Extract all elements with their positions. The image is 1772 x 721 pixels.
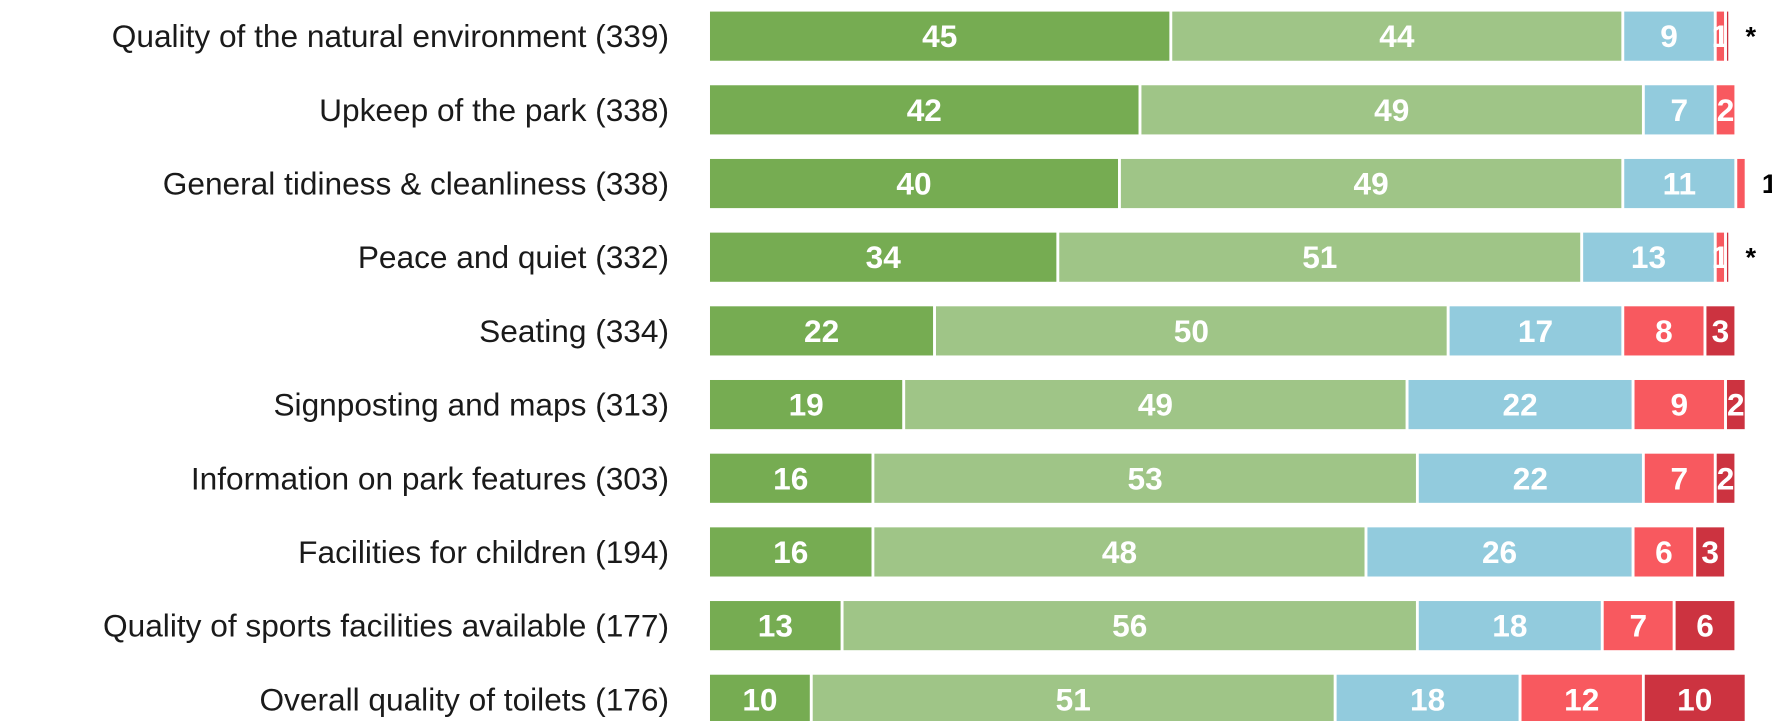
bar-segment bbox=[1703, 303, 1738, 359]
bar-segment bbox=[1138, 82, 1645, 138]
category-label: Signposting and maps (313) bbox=[273, 387, 669, 423]
bar-segment bbox=[1724, 377, 1748, 432]
bar-segment bbox=[1734, 156, 1748, 211]
bar-segment bbox=[1693, 524, 1727, 580]
data-label: 22 bbox=[1503, 387, 1538, 423]
data-label: 50 bbox=[1174, 313, 1209, 349]
bar-segment bbox=[1056, 229, 1584, 285]
data-label: 9 bbox=[1671, 387, 1689, 423]
data-label: 49 bbox=[1138, 387, 1173, 423]
bar-segment bbox=[809, 671, 1337, 721]
bar-segment bbox=[1724, 8, 1732, 64]
data-label: * bbox=[1745, 21, 1756, 52]
category-label: Quality of sports facilities available (… bbox=[103, 608, 669, 644]
data-label: 13 bbox=[758, 608, 793, 644]
bar-segment bbox=[1713, 450, 1738, 506]
data-label: 18 bbox=[1410, 681, 1445, 717]
bar-segment bbox=[840, 598, 1419, 654]
bar-segment bbox=[871, 524, 1368, 580]
bar-segment bbox=[707, 156, 1121, 211]
data-label: 22 bbox=[1513, 460, 1548, 496]
bar-segment bbox=[1631, 377, 1727, 432]
data-label: 11 bbox=[1663, 166, 1696, 202]
data-label: 16 bbox=[773, 534, 808, 570]
data-label: 6 bbox=[1655, 534, 1673, 570]
bar-segment bbox=[1169, 8, 1625, 64]
bar-segment bbox=[1641, 671, 1748, 721]
data-label: 51 bbox=[1056, 681, 1091, 717]
data-label: 8 bbox=[1655, 313, 1673, 349]
bar-segment bbox=[1641, 450, 1717, 506]
bar-segment bbox=[707, 303, 936, 359]
data-label: 26 bbox=[1482, 534, 1517, 570]
bar-segment bbox=[1621, 8, 1717, 64]
data-label: 49 bbox=[1354, 166, 1389, 202]
bar-segment bbox=[707, 8, 1173, 64]
data-label: 12 bbox=[1564, 681, 1599, 717]
bar-segment bbox=[1621, 303, 1707, 359]
category-label: Peace and quiet (332) bbox=[358, 239, 669, 275]
data-label: 13 bbox=[1631, 239, 1666, 275]
bar-segment bbox=[1621, 156, 1738, 211]
data-label: 10 bbox=[742, 681, 777, 717]
data-label: 2 bbox=[1717, 92, 1735, 128]
category-label: Upkeep of the park (338) bbox=[319, 92, 669, 128]
bar-segment bbox=[902, 377, 1409, 432]
data-label: 18 bbox=[1492, 608, 1527, 644]
bar-segment bbox=[707, 229, 1060, 285]
data-label: 6 bbox=[1696, 608, 1714, 644]
data-label: 51 bbox=[1302, 239, 1337, 275]
data-label: 45 bbox=[922, 18, 957, 54]
data-label: 48 bbox=[1102, 534, 1137, 570]
data-label: 1 bbox=[1762, 168, 1772, 199]
bar-segment bbox=[707, 598, 844, 654]
bar-segment bbox=[1724, 229, 1732, 285]
data-label: 40 bbox=[896, 166, 931, 202]
bar-segment bbox=[1713, 82, 1738, 138]
data-label: 7 bbox=[1671, 92, 1689, 128]
data-label: 3 bbox=[1701, 534, 1719, 570]
data-label: 2 bbox=[1727, 387, 1745, 423]
bar-segment bbox=[1333, 671, 1522, 721]
bar-segment bbox=[707, 377, 906, 432]
bar-segment bbox=[1641, 82, 1717, 138]
bar-segment bbox=[1415, 598, 1604, 654]
data-label: 2 bbox=[1717, 460, 1735, 496]
data-label: 42 bbox=[907, 92, 942, 128]
data-label: 56 bbox=[1112, 608, 1147, 644]
data-label: 10 bbox=[1677, 681, 1712, 717]
data-label: 9 bbox=[1660, 18, 1678, 54]
bar-segment bbox=[1364, 524, 1635, 580]
bar-segment bbox=[871, 450, 1419, 506]
data-label: 19 bbox=[789, 387, 824, 423]
bar-segment bbox=[1518, 671, 1645, 721]
bar-segment bbox=[1118, 156, 1625, 211]
category-label: Facilities for children (194) bbox=[298, 534, 669, 570]
data-label: 53 bbox=[1128, 460, 1163, 496]
data-label: 17 bbox=[1518, 313, 1553, 349]
data-label: 34 bbox=[866, 239, 902, 275]
bar-segment bbox=[707, 450, 875, 506]
data-label: 7 bbox=[1671, 460, 1689, 496]
bar-segment bbox=[707, 524, 875, 580]
data-label: 16 bbox=[773, 460, 808, 496]
category-label: Seating (334) bbox=[479, 313, 669, 349]
data-label: 3 bbox=[1712, 313, 1730, 349]
category-label: Quality of the natural environment (339) bbox=[112, 18, 669, 54]
data-label: 44 bbox=[1379, 18, 1415, 54]
data-label: 49 bbox=[1374, 92, 1409, 128]
category-label: General tidiness & cleanliness (338) bbox=[163, 166, 669, 202]
category-label: Information on park features (303) bbox=[191, 460, 669, 496]
bar-segment bbox=[933, 303, 1450, 359]
data-label: * bbox=[1745, 242, 1756, 273]
bar-segment bbox=[1672, 598, 1738, 654]
category-label: Overall quality of toilets (176) bbox=[259, 681, 669, 717]
data-label: 7 bbox=[1629, 608, 1647, 644]
data-label: 22 bbox=[804, 313, 839, 349]
bar-segment bbox=[707, 82, 1142, 138]
bar-segment bbox=[1446, 303, 1625, 359]
